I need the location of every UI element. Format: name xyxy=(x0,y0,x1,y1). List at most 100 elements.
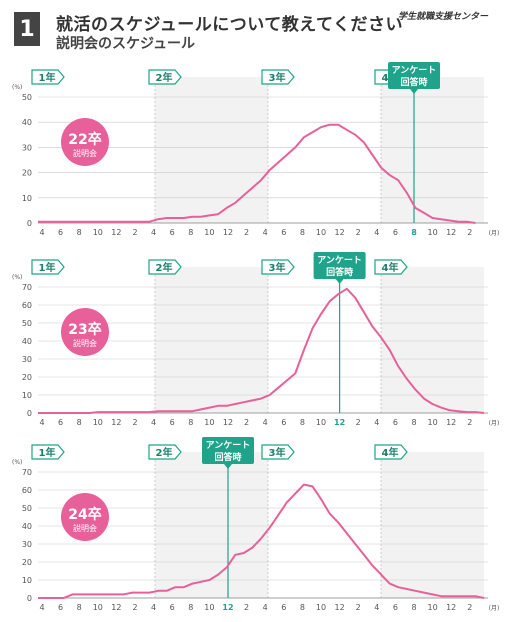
survey-label-pointer xyxy=(224,464,232,469)
y-tick-label: 0 xyxy=(27,219,32,228)
x-tick-label: 4 xyxy=(263,418,268,427)
year-tag-shape xyxy=(261,69,295,85)
x-tick-label: 2 xyxy=(132,228,137,237)
x-tick-label: 6 xyxy=(170,228,175,237)
x-unit-label: (月) xyxy=(489,420,500,427)
x-tick-label: 10 xyxy=(204,603,214,612)
x-tick-label: 2 xyxy=(132,418,137,427)
year-tag-label: 4年 xyxy=(382,261,399,274)
cohort-badge-year: 24卒 xyxy=(68,506,101,523)
x-tick-label: 6 xyxy=(281,418,286,427)
x-tick-label: 6 xyxy=(58,228,63,237)
x-tick-label: 12 xyxy=(446,418,456,427)
chart-24: 0 10 20 30 40 50 60 70(%) 1年 2年 3年 4年 4 6 8 10 12 2 4 6 8 10 1… xyxy=(12,437,500,612)
year-tag-label: 3年 xyxy=(269,446,286,459)
x-tick-label: 8 xyxy=(411,228,417,237)
cohort-badge xyxy=(61,118,109,166)
x-unit-label: (月) xyxy=(489,605,500,612)
x-tick-label: 6 xyxy=(170,603,175,612)
y-tick-label: 10 xyxy=(22,576,32,585)
x-tick-label: 8 xyxy=(411,418,416,427)
year-tag: 2年 xyxy=(148,69,182,85)
year-tag-shape xyxy=(148,444,182,460)
survey-label-line1: アンケート xyxy=(392,65,437,76)
x-tick-label: 12 xyxy=(111,418,121,427)
survey-label-box xyxy=(202,437,254,464)
year-tag: 4年 xyxy=(374,259,408,275)
year-shade xyxy=(155,267,268,413)
year-tag-label: 3年 xyxy=(269,261,286,274)
year-tag-shape xyxy=(148,259,182,275)
survey-label-line1: アンケート xyxy=(206,440,251,451)
year-shade xyxy=(155,77,268,223)
chart-23: 0 10 20 30 40 50 60 70(%) 1年 2年 3年 4年 4 6 8 10 12 2 4 6 8 10 1… xyxy=(12,252,500,427)
x-tick-label: 8 xyxy=(77,228,82,237)
data-series-line xyxy=(38,287,485,414)
data-series-line xyxy=(38,483,485,599)
y-tick-label: 0 xyxy=(27,594,32,603)
x-tick-label: 4 xyxy=(263,603,268,612)
y-tick-label: 50 xyxy=(22,93,32,102)
year-tag: 3年 xyxy=(261,444,295,460)
survey-label-line2: 回答時 xyxy=(400,76,427,88)
x-tick-label: 10 xyxy=(428,228,438,237)
year-tag: 3年 xyxy=(261,259,295,275)
x-tick-label: 6 xyxy=(58,418,63,427)
y-unit-label: (%) xyxy=(12,84,22,91)
cohort-badge-year: 22卒 xyxy=(68,131,101,148)
x-tick-label: 2 xyxy=(244,228,249,237)
year-tag: 1年 xyxy=(31,259,65,275)
x-tick-label: 2 xyxy=(132,603,137,612)
x-tick-label: 6 xyxy=(58,603,63,612)
x-tick-label: 10 xyxy=(93,418,103,427)
year-tag-shape xyxy=(261,259,295,275)
y-unit-label: (%) xyxy=(12,459,22,466)
x-tick-label: 10 xyxy=(93,603,103,612)
survey-label-line2: 回答時 xyxy=(214,451,241,463)
x-tick-label: 6 xyxy=(170,418,175,427)
y-tick-label: 20 xyxy=(22,169,32,178)
x-tick-label: 2 xyxy=(244,603,249,612)
cohort-badge xyxy=(61,493,109,541)
x-tick-label: 2 xyxy=(356,418,361,427)
year-shade xyxy=(381,267,484,413)
year-tag: 1年 xyxy=(31,444,65,460)
year-tag-shape xyxy=(31,259,65,275)
y-tick-label: 70 xyxy=(22,468,32,477)
survey-label-pointer xyxy=(410,89,418,94)
survey-label-line2: 回答時 xyxy=(326,266,353,278)
y-tick-label: 10 xyxy=(22,391,32,400)
y-tick-label: 70 xyxy=(22,283,32,292)
year-tag: 4年 xyxy=(374,444,408,460)
y-tick-label: 30 xyxy=(22,540,32,549)
x-tick-label: 12 xyxy=(334,418,345,427)
y-tick-label: 10 xyxy=(22,194,32,203)
x-tick-label: 10 xyxy=(316,228,326,237)
page-title: 就活のスケジュールについて教えてください xyxy=(56,15,403,35)
y-tick-label: 40 xyxy=(22,118,32,127)
year-tag-label: 3年 xyxy=(269,71,286,84)
x-tick-label: 8 xyxy=(188,603,193,612)
y-tick-label: 30 xyxy=(22,355,32,364)
x-tick-label: 2 xyxy=(467,603,472,612)
chart-22: 01020304050(%)1年2年3年4年468101224681012246… xyxy=(12,62,499,237)
x-tick-label: 4 xyxy=(374,418,379,427)
x-tick-label: 2 xyxy=(244,418,249,427)
x-tick-label: 6 xyxy=(281,603,286,612)
x-tick-label: 6 xyxy=(393,228,398,237)
x-tick-label: 8 xyxy=(300,228,305,237)
cohort-badge-label: 説明会 xyxy=(73,148,97,158)
x-tick-label: 6 xyxy=(393,418,398,427)
cohort-badge-year: 23卒 xyxy=(68,321,101,338)
survey-label-box xyxy=(388,62,440,89)
year-tag-label: 2年 xyxy=(156,446,173,459)
year-tag-shape xyxy=(374,259,408,275)
year-tag-shape xyxy=(31,69,65,85)
cohort-badge-label: 説明会 xyxy=(73,338,97,348)
year-tag: 1年 xyxy=(31,69,65,85)
x-tick-label: 4 xyxy=(151,603,156,612)
year-shade xyxy=(381,77,484,223)
y-tick-label: 20 xyxy=(22,558,32,567)
year-tag-label: 4年 xyxy=(382,446,399,459)
x-tick-label: 12 xyxy=(223,228,233,237)
